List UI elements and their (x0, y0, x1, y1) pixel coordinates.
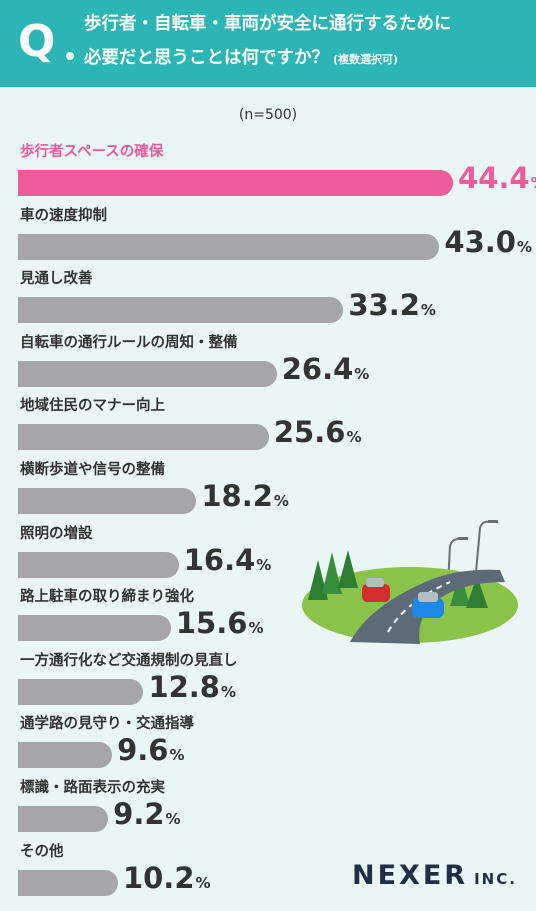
bar-row: 横断歩道や信号の整備 18.2% (0, 463, 536, 523)
bar (18, 488, 197, 514)
data-label-unit: % (165, 810, 181, 828)
category-label: 通学路の見守り・交通指導 (20, 716, 194, 733)
bar (18, 424, 269, 451)
data-label-number: 16.4 (183, 542, 256, 577)
bar-row: 地域住民のマナー向上 25.6% (0, 399, 536, 459)
question-mark: Q (18, 16, 56, 67)
bar (18, 233, 440, 260)
data-label: 44.4% (458, 164, 536, 193)
bar-row: 一方通行化など交通規制の見直し 12.8% (0, 654, 536, 714)
data-label-unit: % (354, 364, 370, 383)
category-label: 路上駐車の取り締まり強化 (20, 589, 194, 606)
data-label-number: 12.8 (148, 669, 220, 704)
category-label: その他 (20, 843, 64, 860)
bar (18, 678, 144, 705)
bar-row: 見通し改善 33.2% (0, 272, 536, 332)
data-label: 43.0% (444, 224, 532, 259)
data-label-number: 18.2 (201, 479, 273, 513)
data-label-unit: % (248, 619, 264, 638)
category-label: 地域住民のマナー向上 (20, 398, 165, 415)
data-label: 25.6% (274, 418, 362, 447)
bar (18, 615, 171, 642)
data-label-unit: % (516, 237, 532, 256)
bar (18, 806, 109, 832)
category-label: 車の速度抑制 (20, 207, 107, 224)
bar-row: 通学路の見守り・交通指導 9.6% (0, 717, 536, 777)
bar-row: 自転車の通行ルールの周知・整備 26.4% (0, 336, 536, 396)
bar-row: 歩行者スペースの確保 44.4% (0, 145, 536, 205)
nexer-logo: NEXER INC. (352, 862, 517, 889)
category-label: 自転車の通行ルールの周知・整備 (20, 334, 238, 351)
question-line-1: 歩行者・自転車・車両が安全に通行するために (84, 14, 452, 34)
data-label: 26.4% (281, 351, 370, 386)
data-label-unit: % (531, 174, 536, 192)
bar-row: その他 10.2% (0, 845, 536, 905)
data-label: 9.2% (113, 800, 180, 829)
question-line-2-text: 必要だと思うことは何ですか？ (84, 48, 329, 68)
category-label: 照明の増設 (20, 525, 93, 542)
data-label: 10.2% (122, 860, 211, 895)
bar (18, 551, 179, 578)
data-label-unit: % (195, 873, 211, 892)
bar (18, 170, 454, 196)
data-label-number: 10.2 (122, 860, 195, 895)
question-note: (複数選択可) (333, 53, 399, 66)
category-label: 一方通行化など交通規制の見直し (20, 652, 238, 669)
data-label: 15.6% (176, 609, 264, 638)
data-label-unit: % (256, 555, 272, 574)
data-label: 16.4% (183, 542, 272, 577)
data-label-unit: % (221, 682, 237, 701)
data-label-unit: % (273, 492, 289, 510)
bar (18, 742, 113, 769)
category-label: 見通し改善 (20, 271, 93, 288)
question-mark-dot (66, 52, 74, 60)
data-label-number: 26.4 (281, 351, 354, 386)
road-with-cars-illustration (302, 520, 518, 644)
data-label: 12.8% (148, 669, 237, 704)
question-header: Q 歩行者・自転車・車両が安全に通行するために 必要だと思うことは何ですか？ (複… (0, 0, 536, 87)
data-label-number: 43.0 (444, 224, 516, 259)
data-label-unit: % (346, 428, 362, 447)
bar-row: 車の速度抑制 43.0% (0, 209, 536, 269)
data-label: 9.6% (117, 736, 184, 765)
data-label-unit: % (169, 746, 185, 765)
data-label-number: 9.2 (113, 797, 165, 831)
bar (18, 360, 277, 387)
data-label-number: 44.4 (458, 161, 530, 195)
bar-row: 照明の増設 16.4% (0, 527, 536, 587)
category-label: 横断歩道や信号の整備 (20, 462, 165, 478)
bar (18, 869, 118, 896)
data-label-number: 15.6 (175, 606, 248, 641)
question-line-2: 必要だと思うことは何ですか？ (複数選択可) (84, 48, 399, 68)
logo-suffix: INC. (474, 870, 517, 888)
data-label-number: 25.6 (273, 415, 346, 450)
bar-row: 路上駐車の取り締まり強化 15.6% (0, 590, 536, 650)
bar (18, 297, 344, 324)
data-label: 18.2% (201, 482, 289, 511)
data-label: 33.2% (348, 291, 436, 320)
logo-name: NEXER (352, 860, 469, 891)
category-label: 歩行者スペースの確保 (20, 144, 164, 160)
sample-size: (n=500) (238, 107, 298, 123)
bar-row: 標識・路面表示の充実 9.2% (0, 781, 536, 841)
data-label-number: 33.2 (348, 288, 420, 323)
data-label-unit: % (420, 301, 436, 320)
category-label: 標識・路面表示の充実 (20, 780, 165, 796)
data-label-number: 9.6 (117, 733, 169, 768)
